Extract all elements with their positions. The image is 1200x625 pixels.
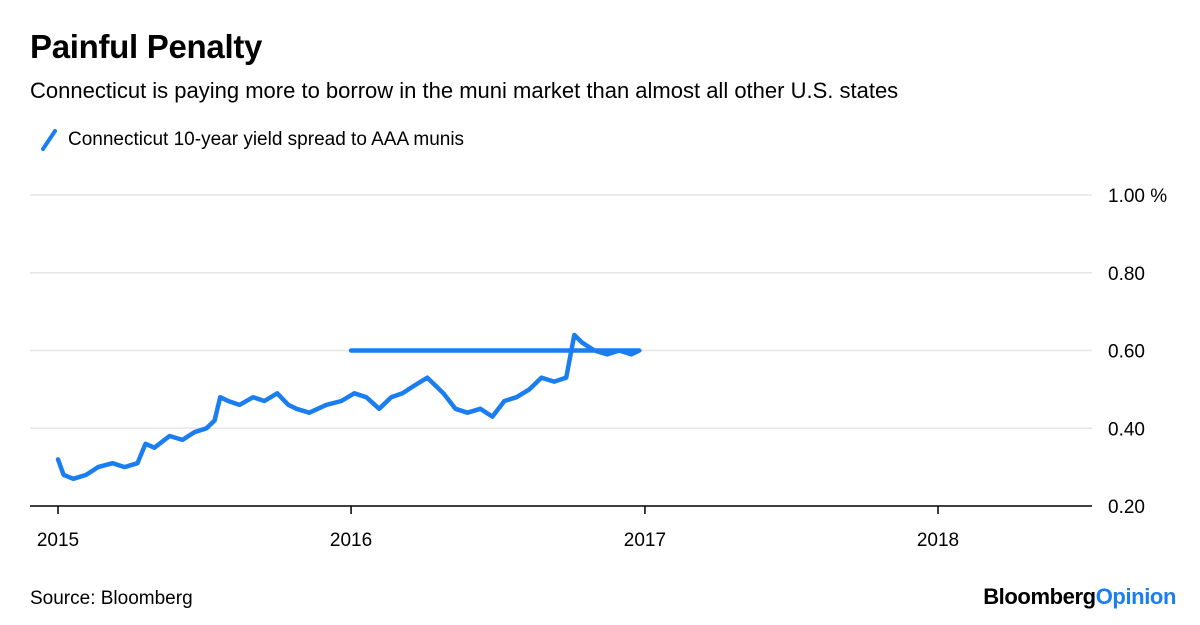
series-line xyxy=(55,332,642,482)
y-tick-label: 0.80 xyxy=(1108,264,1145,285)
y-tick-label: 0.20 xyxy=(1108,497,1145,518)
y-tick-label: 0.40 xyxy=(1108,419,1145,440)
chart-subtitle: Connecticut is paying more to borrow in … xyxy=(30,78,899,103)
legend: Connecticut 10-year yield spread to AAA … xyxy=(40,128,464,152)
brand-main: Bloomberg xyxy=(983,584,1096,609)
legend-swatch-icon xyxy=(41,129,57,151)
brand-accent: Opinion xyxy=(1095,584,1177,609)
chart-title: Painful Penalty xyxy=(30,28,263,65)
y-tick-label: 1.00 % xyxy=(1108,186,1167,207)
x-tick-label: 2017 xyxy=(624,530,666,551)
y-tick-label: 0.60 xyxy=(1108,342,1145,363)
brand-logo: BloombergOpinion xyxy=(983,584,1176,610)
x-tick-label: 2015 xyxy=(37,530,79,551)
legend-label: Connecticut 10-year yield spread to AAA … xyxy=(68,129,465,150)
x-tick-label: 2018 xyxy=(917,530,959,551)
x-tick-label: 2016 xyxy=(330,530,372,551)
source-note: Source: Bloomberg xyxy=(30,588,193,609)
